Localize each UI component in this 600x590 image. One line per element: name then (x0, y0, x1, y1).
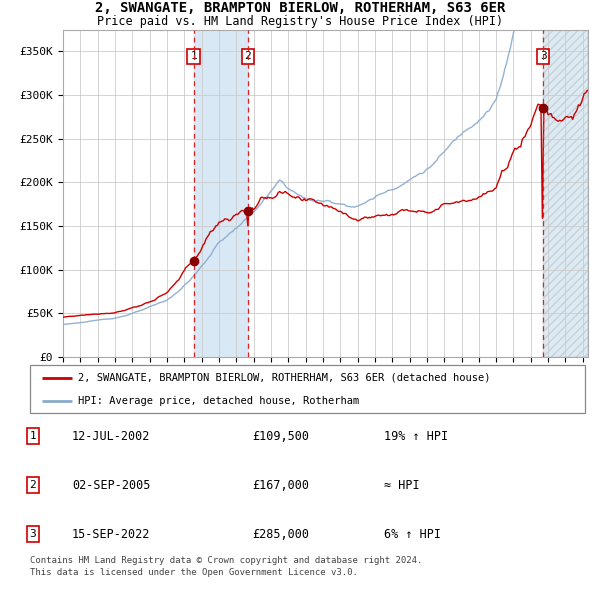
Text: 12-JUL-2002: 12-JUL-2002 (72, 430, 151, 442)
Text: 2, SWANGATE, BRAMPTON BIERLOW, ROTHERHAM, S63 6ER (detached house): 2, SWANGATE, BRAMPTON BIERLOW, ROTHERHAM… (78, 373, 491, 383)
Text: £167,000: £167,000 (252, 478, 309, 491)
Text: HPI: Average price, detached house, Rotherham: HPI: Average price, detached house, Roth… (78, 396, 359, 406)
Text: Price paid vs. HM Land Registry's House Price Index (HPI): Price paid vs. HM Land Registry's House … (97, 15, 503, 28)
Text: Contains HM Land Registry data © Crown copyright and database right 2024.
This d: Contains HM Land Registry data © Crown c… (30, 556, 422, 576)
Text: 2, SWANGATE, BRAMPTON BIERLOW, ROTHERHAM, S63 6ER: 2, SWANGATE, BRAMPTON BIERLOW, ROTHERHAM… (95, 2, 505, 15)
Text: 1: 1 (190, 51, 197, 61)
Bar (543, 30, 588, 357)
Text: 2: 2 (29, 480, 37, 490)
Text: 02-SEP-2005: 02-SEP-2005 (72, 478, 151, 491)
Text: 1: 1 (29, 431, 37, 441)
Bar (543, 30, 588, 357)
Text: 3: 3 (540, 51, 547, 61)
Text: 15-SEP-2022: 15-SEP-2022 (72, 527, 151, 540)
Text: 6% ↑ HPI: 6% ↑ HPI (384, 527, 441, 540)
Text: 3: 3 (29, 529, 37, 539)
Text: 2: 2 (245, 51, 251, 61)
Text: £109,500: £109,500 (252, 430, 309, 442)
Text: ≈ HPI: ≈ HPI (384, 478, 419, 491)
Bar (194, 30, 248, 357)
Text: £285,000: £285,000 (252, 527, 309, 540)
Text: 19% ↑ HPI: 19% ↑ HPI (384, 430, 448, 442)
